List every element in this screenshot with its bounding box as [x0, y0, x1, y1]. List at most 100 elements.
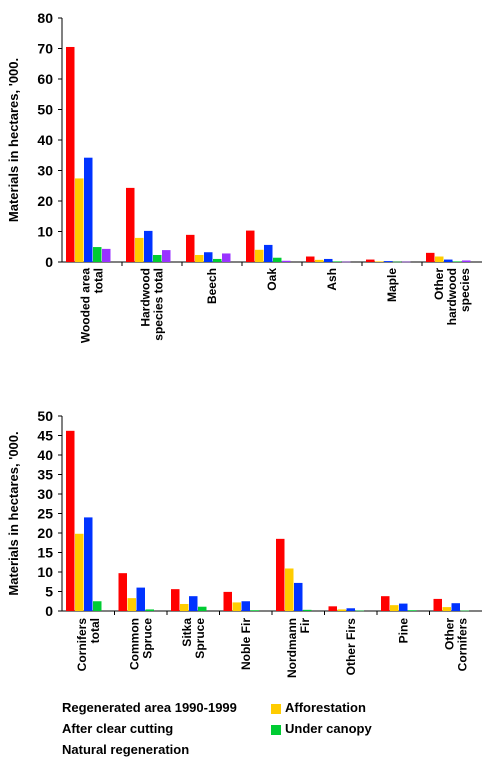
chart1-y-tick-label: 30 — [37, 163, 53, 179]
chart2-y-tick-label: 5 — [45, 584, 53, 600]
chart2-bar — [328, 606, 337, 611]
chart2-y-tick-label: 20 — [37, 525, 53, 541]
chart2-category-label: total — [88, 618, 102, 643]
chart1-bar — [453, 261, 462, 262]
chart1-bar — [264, 244, 273, 262]
chart1-bar — [324, 258, 333, 262]
chart1-category-label: Oak — [265, 268, 279, 291]
chart1-bar — [255, 249, 264, 262]
chart2-bar — [118, 573, 127, 611]
chart1-bar — [84, 157, 93, 262]
chart2-bar — [180, 603, 189, 611]
chart2-category-label: Spruce — [193, 618, 207, 659]
chart2-bar — [442, 607, 451, 611]
chart1-category-label: Beech — [205, 268, 219, 304]
chart2-bar — [136, 587, 145, 611]
chart2-bar — [337, 609, 346, 611]
chart2-category-label: Nordmann — [285, 618, 299, 678]
chart2-category-label: Pine — [396, 618, 410, 644]
legend-swatch-under-canopy — [271, 725, 281, 735]
chart1-bar — [126, 187, 135, 262]
chart1-bar — [144, 230, 153, 262]
chart2-y-tick-label: 35 — [37, 467, 53, 483]
chart2-category-label: Cornifers — [455, 618, 469, 672]
chart2-bar — [390, 605, 399, 611]
chart1-bar — [462, 260, 471, 262]
chart2-y-tick-label: 45 — [37, 428, 53, 444]
chart2-bar — [75, 533, 84, 611]
chart2-y-tick-label: 10 — [37, 564, 53, 580]
chart2-bar — [232, 602, 241, 611]
chart2-bar — [408, 610, 417, 611]
chart2-bar — [66, 430, 75, 611]
legend-label-after-clear-cutting: After clear cutting — [62, 721, 174, 736]
chart2-y-tick-label: 25 — [37, 506, 53, 522]
chart2-bar — [241, 601, 250, 611]
chart2-bar — [127, 598, 136, 611]
chart2-bar — [381, 596, 390, 611]
chart2-y-tick-label: 0 — [45, 603, 53, 619]
chart2-category-label: Fir — [298, 618, 312, 634]
chart2-bar — [303, 609, 312, 611]
chart1-bar — [204, 252, 213, 262]
chart2-y-axis-label: Materials in hectares, '000. — [6, 431, 21, 595]
chart2-category-label: Other Firs — [344, 618, 358, 676]
chart2-bar — [346, 608, 355, 611]
chart2-bar — [355, 610, 364, 612]
legend-swatch-afforestation — [271, 704, 281, 714]
chart1-bar — [282, 260, 291, 262]
chart1-y-tick-label: 20 — [37, 193, 53, 209]
chart1-y-tick-label: 40 — [37, 132, 53, 148]
chart1-bar — [375, 261, 384, 262]
chart1-y-axis-label: Materials in hectares, '000. — [6, 58, 21, 222]
chart1-bar — [246, 230, 255, 262]
chart1-bar — [213, 258, 222, 262]
chart1-bar — [444, 259, 453, 262]
chart1-y-tick-label: 60 — [37, 71, 53, 87]
chart1-y-tick-label: 10 — [37, 224, 53, 240]
chart2-bar — [294, 582, 303, 611]
chart2-bar — [285, 568, 294, 611]
chart1-bar — [66, 46, 75, 262]
chart2-category-label: Sitka — [180, 618, 194, 647]
chart1-category-label: species total — [152, 268, 166, 341]
chart2-bar — [145, 609, 154, 611]
legend-label-under-canopy: Under canopy — [285, 721, 372, 736]
chart1-y-tick-label: 50 — [37, 102, 53, 118]
chart1-y-tick-label: 0 — [45, 254, 53, 270]
chart1-category-label: total — [92, 268, 106, 293]
chart2-bar — [198, 606, 207, 611]
chart1-bar — [273, 257, 282, 262]
chart1-category-label: Maple — [385, 268, 399, 302]
chart1-category-label: Ash — [325, 268, 339, 291]
chart1-bar — [162, 250, 171, 262]
chart1-category-label: Other — [432, 268, 446, 300]
chart1-category-label: hardwood — [445, 268, 459, 325]
chart1-category-label: Hardwood — [139, 268, 153, 327]
chart1-y-tick-label: 70 — [37, 41, 53, 57]
chart2-bar — [223, 591, 232, 611]
chart1-bar — [393, 261, 402, 263]
chart2-bar — [189, 596, 198, 611]
chart2-category-label: Other — [442, 618, 456, 650]
chart1-bar — [342, 261, 351, 263]
chart2-bar — [433, 598, 442, 611]
chart1-bar — [402, 261, 411, 263]
chart1-category-label: Wooded area — [79, 268, 93, 343]
chart1-bar — [153, 254, 162, 262]
chart1-bar — [306, 256, 315, 262]
chart1-bar — [93, 247, 102, 262]
chart1-bar — [195, 254, 204, 262]
chart1-category-label: species — [458, 268, 472, 312]
chart2-category-label: Common — [127, 618, 141, 670]
chart1-bar — [366, 259, 375, 262]
chart1-bar — [426, 252, 435, 262]
chart1-bar — [435, 256, 444, 262]
legend-label-afforestation: Afforestation — [285, 700, 366, 715]
chart2-bar — [451, 603, 460, 611]
chart2-category-label: Spruce — [140, 618, 154, 659]
chart2-bar — [84, 517, 93, 611]
chart1-bar — [315, 259, 324, 262]
chart1-bar — [222, 253, 231, 262]
